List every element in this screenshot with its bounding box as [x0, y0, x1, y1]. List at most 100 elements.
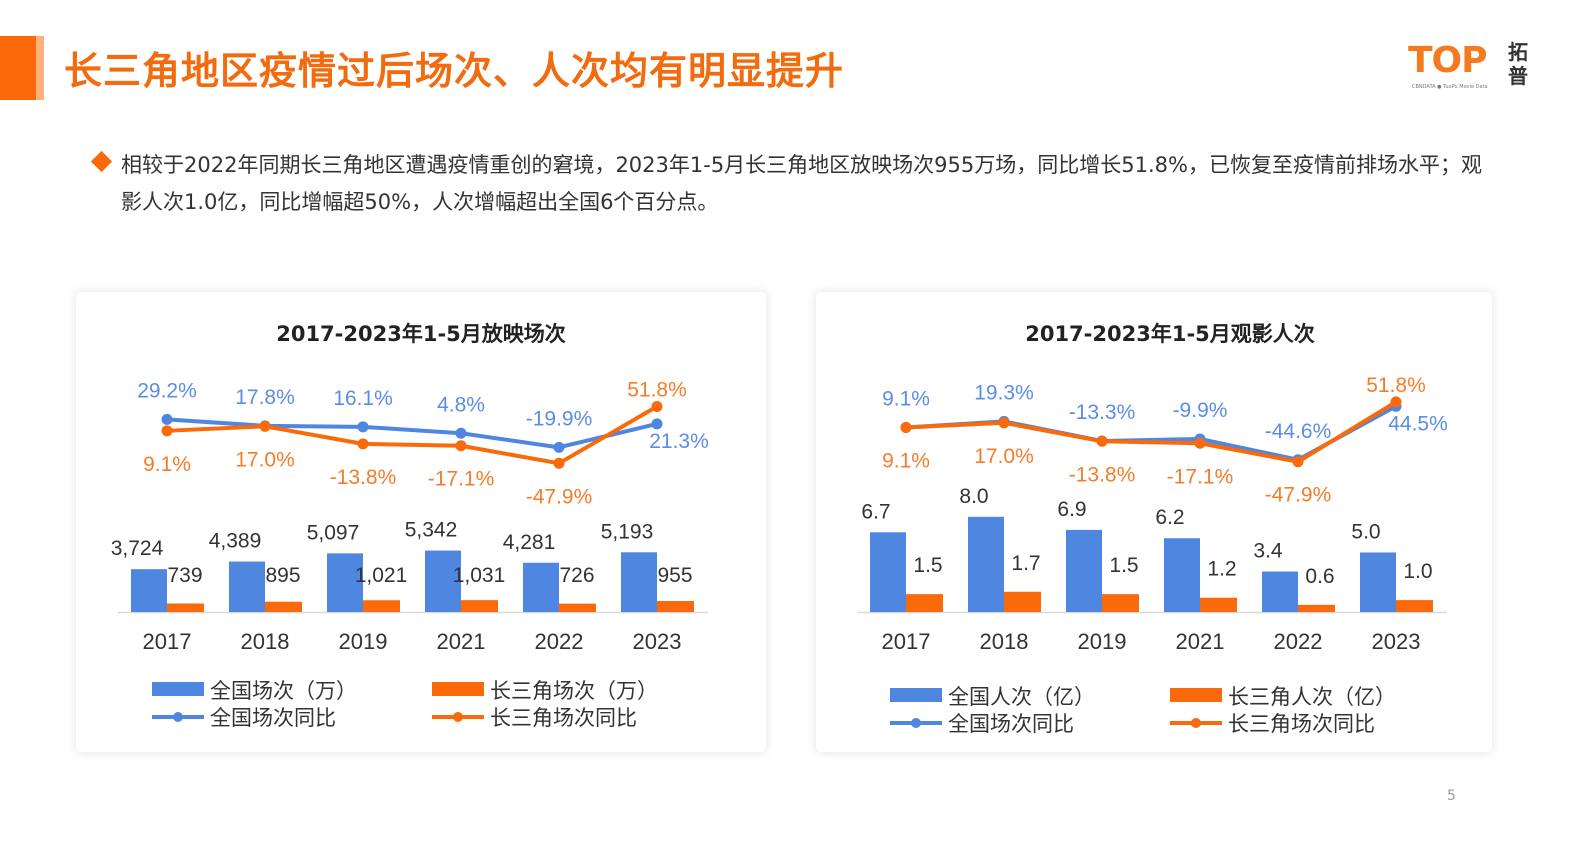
bar-yrd	[1200, 597, 1237, 612]
page-number: 5	[1447, 788, 1456, 804]
bar-yrd	[167, 603, 204, 612]
point-yrd-yoy	[259, 420, 271, 432]
point-yrd-yoy	[161, 425, 173, 437]
legend-swatch-marker	[453, 712, 463, 722]
bar-label-yrd: 895	[265, 564, 300, 587]
bar-label-yrd: 1,021	[355, 564, 408, 587]
bar-label-national: 6.7	[861, 500, 890, 523]
line-national-yoy	[166, 417, 658, 450]
point-national-yoy	[553, 441, 565, 453]
line-yrd-yoy	[166, 404, 659, 466]
legend-swatch-marker	[1191, 718, 1201, 728]
x-tick-label: 2018	[980, 629, 1029, 654]
bar-label-yrd: 0.6	[1305, 565, 1334, 588]
legend-label: 长三角场次（万）	[490, 679, 658, 703]
bar-label-national: 6.9	[1057, 498, 1086, 521]
x-tick-label: 2017	[143, 629, 192, 654]
bar-yrd	[657, 601, 694, 612]
bar-label-national: 6.2	[1155, 506, 1184, 529]
bar-label-national: 5.0	[1351, 521, 1380, 544]
line-label-yrd: 17.0%	[235, 448, 295, 471]
bar-national	[523, 562, 559, 612]
line-label-national: -44.6%	[1265, 420, 1332, 443]
bar-label-national: 5,097	[307, 521, 360, 544]
bar-label-yrd: 1,031	[453, 564, 506, 587]
legend-label: 长三角人次（亿）	[1228, 685, 1396, 709]
bar-yrd	[1004, 591, 1041, 612]
top-logo: TOP 拓普 CBNDATA ● TuoPu Movie Data	[1408, 40, 1548, 92]
bar-label-yrd: 726	[559, 564, 594, 587]
point-yrd-yoy	[651, 400, 663, 412]
bar-label-yrd: 1.5	[1109, 554, 1138, 577]
bar-national	[229, 561, 265, 612]
point-yrd-yoy	[1194, 437, 1206, 449]
point-yrd-yoy	[1292, 456, 1304, 468]
legend-label: 全国场次（万）	[210, 679, 357, 703]
bar-national	[1164, 538, 1200, 612]
line-label-national: 21.3%	[649, 430, 709, 453]
x-tick-label: 2022	[535, 629, 584, 654]
bar-national	[870, 532, 906, 612]
point-yrd-yoy	[998, 417, 1010, 429]
bar-national	[1066, 529, 1102, 612]
bar-label-national: 3.4	[1253, 540, 1283, 563]
point-yrd-yoy	[357, 438, 369, 450]
point-yrd-yoy	[553, 457, 565, 469]
chart-title: 2017-2023年1-5月观影人次	[1025, 322, 1315, 346]
point-national-yoy	[161, 413, 173, 425]
bar-label-yrd: 1.2	[1207, 558, 1236, 581]
bar-label-yrd: 1.7	[1011, 552, 1040, 575]
line-yrd-yoy	[905, 400, 1398, 464]
chart-title: 2017-2023年1-5月放映场次	[276, 322, 566, 346]
bar-national	[1360, 552, 1396, 612]
line-label-national: -9.9%	[1173, 399, 1228, 422]
line-label-national: -13.3%	[1069, 401, 1136, 424]
line-label-yrd: 9.1%	[143, 453, 191, 476]
bar-label-national: 5,342	[405, 519, 458, 542]
bar-label-yrd: 1.5	[913, 554, 942, 577]
bar-label-national: 4,281	[503, 531, 556, 554]
legend-swatch-marker	[911, 718, 921, 728]
legend-label: 全国人次（亿）	[948, 685, 1095, 709]
bar-yrd	[1298, 604, 1335, 612]
bar-yrd	[461, 600, 498, 612]
line-label-national: 17.8%	[235, 386, 295, 409]
point-yrd-yoy	[900, 422, 912, 434]
bar-yrd	[265, 601, 302, 612]
line-label-yrd: -47.9%	[526, 485, 593, 508]
line-label-national: 44.5%	[1388, 412, 1448, 435]
legend-label: 全国场次同比	[210, 706, 336, 730]
point-yrd-yoy	[1390, 396, 1402, 408]
logo-wordmark: TOP	[1408, 40, 1488, 81]
legend-swatch-bar	[1170, 688, 1222, 702]
line-label-yrd: -17.1%	[428, 468, 495, 491]
bar-label-yrd: 739	[167, 564, 202, 587]
line-label-yrd: -13.8%	[330, 466, 397, 489]
legend-label: 长三角场次同比	[1228, 712, 1375, 736]
line-label-yrd: 17.0%	[974, 445, 1034, 468]
point-national-yoy	[455, 427, 467, 439]
legend-swatch-bar	[890, 688, 942, 702]
bar-national	[968, 516, 1004, 612]
point-national-yoy	[357, 421, 369, 433]
legend-swatch-bar	[152, 682, 204, 696]
x-tick-label: 2021	[1176, 629, 1225, 654]
line-label-national: -19.9%	[526, 407, 593, 430]
summary-text: 相较于2022年同期长三角地区遭遇疫情重创的窘境，2023年1-5月长三角地区放…	[121, 153, 1482, 214]
bar-yrd	[906, 594, 943, 612]
bar-national	[131, 569, 167, 612]
line-label-yrd: 9.1%	[882, 450, 930, 473]
line-label-national: 16.1%	[333, 387, 393, 410]
line-label-yrd: -17.1%	[1167, 465, 1234, 488]
bar-yrd	[363, 600, 400, 612]
bar-national	[327, 553, 363, 612]
line-label-national: 29.2%	[137, 379, 197, 402]
bar-label-national: 8.0	[959, 485, 988, 508]
logo-subtext: CBNDATA ● TuoPu Movie Data	[1412, 84, 1488, 90]
chart-card-screenings	[76, 292, 766, 752]
point-national-yoy	[651, 418, 663, 430]
x-tick-label: 2023	[1372, 629, 1421, 654]
line-label-national: 4.8%	[437, 393, 485, 416]
point-yrd-yoy	[1096, 435, 1108, 447]
